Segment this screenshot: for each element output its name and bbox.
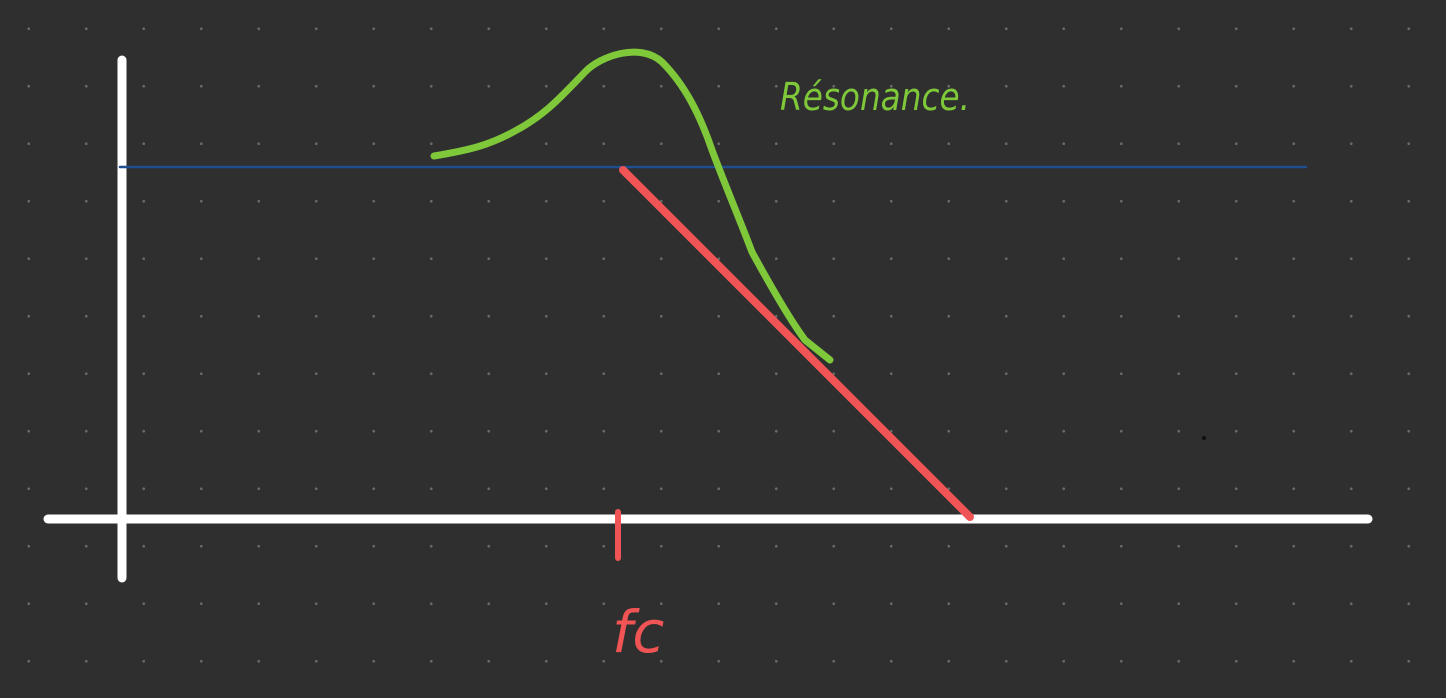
asymptote-line [619,166,974,521]
stray-pen-mark [1201,435,1207,441]
cutoff-frequency-label: fc [612,598,664,666]
resonance-curve [430,48,834,364]
resonance-label: Résonance. [780,75,970,119]
